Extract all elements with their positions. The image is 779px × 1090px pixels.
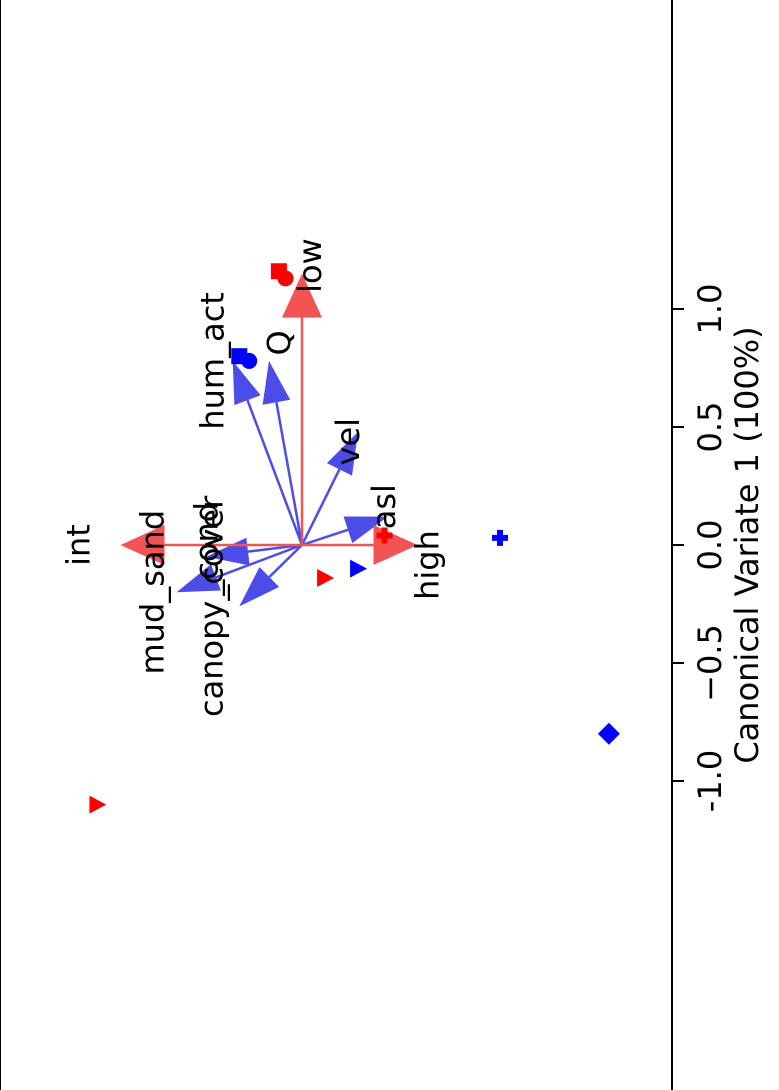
- point-blue-diamond: [597, 722, 620, 745]
- x-tick-label: 0.0: [691, 520, 729, 571]
- arrow-mud_sand-arrowhead: [176, 564, 221, 593]
- arrow-int-arrowhead: [120, 525, 165, 565]
- point-red-plus: [376, 527, 393, 544]
- point-blue-plus: [492, 529, 508, 546]
- point-blue-triangle: [350, 559, 368, 578]
- plot-frame: [0, 0, 673, 1090]
- arrow-vel-arrowhead: [326, 431, 359, 476]
- point-red-triangle: [89, 795, 107, 814]
- point-red-circle: [277, 270, 294, 287]
- label-high: high: [409, 530, 447, 600]
- arrow-asl-shaft: [301, 528, 349, 547]
- point-red-triangle: [317, 569, 335, 588]
- label-cond: _cond: [187, 502, 225, 597]
- arrow-asl-arrowhead: [343, 516, 388, 544]
- label-mud_sand: mud_sand: [134, 510, 172, 675]
- label-vel: vel: [329, 418, 367, 466]
- x-tick-label: 0.5: [691, 402, 729, 453]
- arrow-canopy_cover-shaft: [268, 544, 303, 578]
- label-canopy_cover: canopy_cover: [192, 495, 230, 717]
- arrow-mud_sand-shaft: [215, 543, 303, 579]
- label-hum_act: hum_act: [194, 292, 232, 429]
- arrow-Q-shaft: [275, 402, 304, 546]
- arrow-Q-arrowhead: [262, 360, 291, 405]
- label-Q: Q: [260, 330, 298, 355]
- x-axis-title: Canonical Variate 1 (100%): [728, 326, 766, 763]
- x-tick-label: -1.0: [691, 750, 729, 812]
- arrow-hum_act-arrowhead: [232, 360, 261, 406]
- arrow-vel-shaft: [300, 468, 341, 546]
- arrow-low-arrowhead: [282, 273, 322, 318]
- point-layer: [89, 263, 620, 814]
- arrow-hum_act-shaft: [246, 399, 304, 546]
- label-asl: asl: [365, 484, 403, 529]
- point-blue-circle: [241, 352, 258, 369]
- x-axis-ticks: -1.0 −0.5 0.0 0.5 1.0: [672, 284, 729, 812]
- x-tick-label: 1.0: [691, 284, 729, 335]
- x-tick-label: −0.5: [691, 624, 729, 702]
- arrow-canopy_cover-arrowhead: [239, 566, 280, 607]
- label-low: low: [291, 238, 329, 293]
- label-int: int: [60, 524, 98, 566]
